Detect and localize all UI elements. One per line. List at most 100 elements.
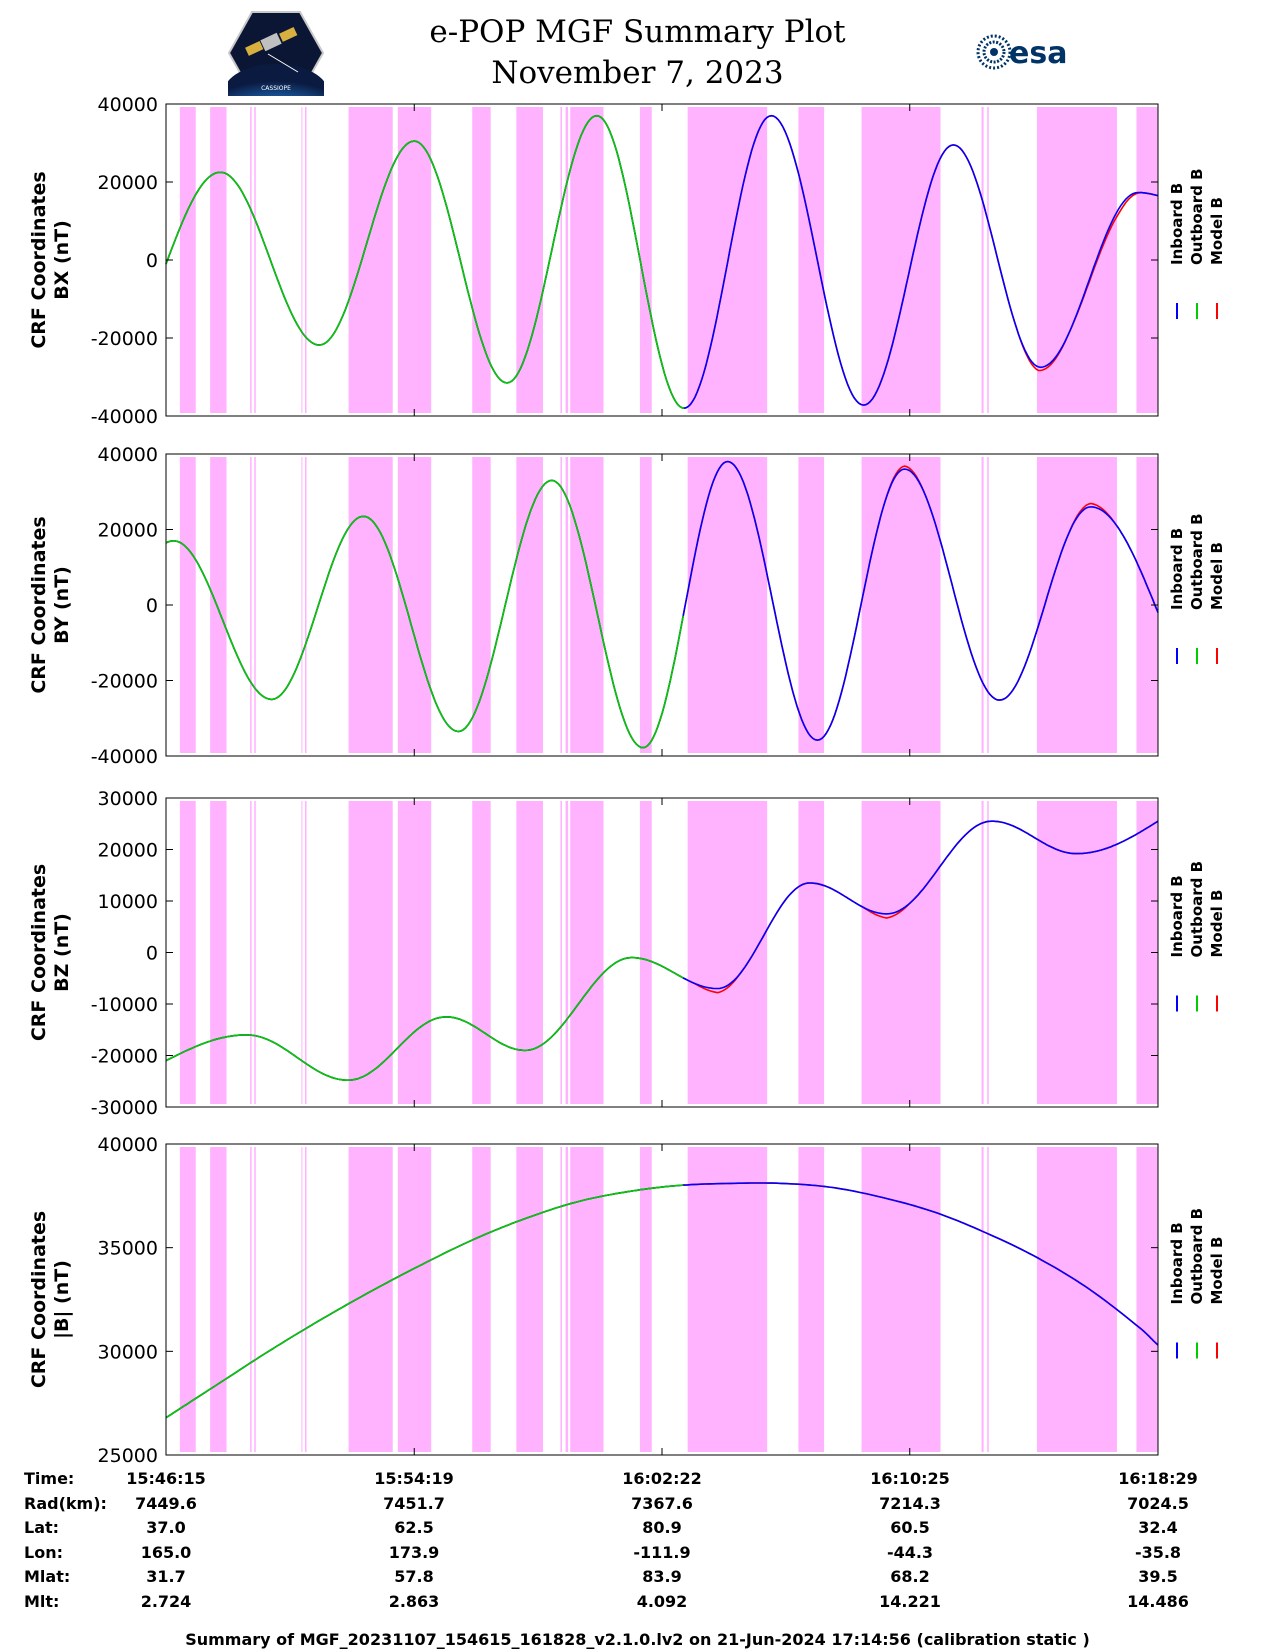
- y-axis-label-line: CRF Coordinates: [28, 864, 50, 1041]
- orbit-cell: 32.4: [1138, 1518, 1178, 1537]
- orbit-cell: 83.9: [642, 1567, 682, 1586]
- shaded-interval: [1136, 457, 1158, 753]
- shaded-interval: [861, 107, 941, 413]
- shaded-interval: [179, 801, 196, 1104]
- orbit-cell: 15:54:19: [374, 1469, 454, 1488]
- shaded-interval: [565, 107, 569, 413]
- orbit-cell: 16:02:22: [622, 1469, 702, 1488]
- outboard-b-line: [165, 1184, 684, 1419]
- y-tick-label: 40000: [98, 1134, 158, 1156]
- y-axis-label-line: BY (nT): [51, 566, 73, 644]
- shaded-interval: [687, 457, 768, 753]
- y-axis-label-line: |B| (nT): [51, 1260, 73, 1339]
- shaded-interval: [570, 457, 604, 753]
- shaded-interval: [254, 801, 256, 1104]
- orbit-row-label: Mlat:: [24, 1567, 71, 1586]
- legend-label: Inboard B: [1168, 528, 1186, 610]
- shaded-interval: [570, 1147, 604, 1452]
- shaded-interval: [639, 801, 652, 1104]
- orbit-row-label: Time:: [24, 1469, 75, 1488]
- legend-label: Inboard B: [1168, 1222, 1186, 1304]
- y-axis-label-line: CRF Coordinates: [28, 516, 50, 693]
- y-tick-label: 30000: [98, 788, 158, 810]
- shaded-interval: [348, 107, 393, 413]
- outboard-b-line: [165, 479, 684, 749]
- footer-summary: Summary of MGF_20231107_154615_161828_v2…: [185, 1630, 1090, 1649]
- legend-label: Model B: [1208, 197, 1226, 265]
- y-tick-label: -40000: [91, 746, 158, 768]
- y-tick-label: 20000: [98, 172, 158, 194]
- orbit-cell: 60.5: [890, 1518, 930, 1537]
- shaded-interval: [639, 457, 652, 753]
- orbit-cell: 14.221: [879, 1591, 941, 1611]
- shaded-interval: [560, 457, 562, 753]
- shaded-interval: [305, 801, 307, 1104]
- shaded-interval: [250, 107, 252, 413]
- shaded-interval: [1136, 107, 1158, 413]
- shaded-interval: [210, 107, 227, 413]
- orbit-cell: 39.5: [1138, 1567, 1178, 1586]
- shaded-interval: [560, 801, 562, 1104]
- shaded-interval: [861, 801, 941, 1104]
- shaded-interval: [987, 457, 989, 753]
- y-tick-label: 0: [146, 943, 158, 965]
- legend-label: Inboard B: [1168, 183, 1186, 265]
- y-tick-label: 10000: [98, 891, 158, 913]
- shaded-interval: [639, 107, 652, 413]
- model-b-line: [165, 460, 1159, 749]
- plot-frame: [165, 103, 1159, 417]
- y-axis-label-line: BX (nT): [51, 220, 73, 300]
- orbit-cell: 173.9: [388, 1542, 440, 1562]
- page-title: e-POP MGF Summary Plot: [429, 14, 846, 50]
- esa-logo: esa: [976, 34, 1067, 71]
- orbit-cell: 7024.5: [1127, 1493, 1189, 1513]
- legend-label: Model B: [1208, 542, 1226, 610]
- cassiope-logo-text: CASSIOPE: [261, 85, 291, 92]
- shaded-interval: [516, 107, 544, 413]
- shaded-interval: [254, 1147, 256, 1452]
- y-axis-label-line: CRF Coordinates: [28, 1211, 50, 1388]
- orbit-row-label: Lon:: [24, 1542, 63, 1562]
- shaded-interval: [987, 107, 989, 413]
- shaded-interval: [565, 1147, 569, 1452]
- shaded-interval: [687, 1147, 768, 1452]
- orbit-row-label: Mlt:: [24, 1591, 60, 1611]
- esa-logo-text: esa: [1009, 36, 1067, 71]
- shaded-interval: [981, 1147, 984, 1452]
- shaded-interval: [472, 457, 491, 753]
- orbit-cell: 31.7: [146, 1567, 186, 1586]
- y-axis-label: CRF CoordinatesBX (nT): [28, 171, 73, 348]
- shaded-interval: [861, 1147, 941, 1452]
- orbit-cell: 57.8: [394, 1567, 434, 1586]
- shaded-interval: [301, 107, 303, 413]
- plot-frame: [165, 453, 1159, 757]
- orbit-cell: -35.8: [1134, 1542, 1182, 1562]
- y-tick-label: -40000: [91, 406, 158, 428]
- plot-frame: [165, 797, 1159, 1108]
- orbit-row-label: Lat:: [24, 1518, 60, 1537]
- legend-label: Inboard B: [1168, 875, 1186, 957]
- y-tick-label: 20000: [98, 840, 158, 862]
- shaded-interval: [210, 801, 227, 1104]
- orbit-cell: -44.3: [886, 1542, 934, 1562]
- shaded-interval: [348, 457, 393, 753]
- y-tick-label: 40000: [98, 94, 158, 116]
- shaded-interval: [305, 107, 307, 413]
- orbit-cell: 37.0: [146, 1518, 186, 1537]
- shaded-interval: [570, 801, 604, 1104]
- orbit-cell: -111.9: [633, 1542, 691, 1562]
- shaded-interval: [305, 1147, 307, 1452]
- y-tick-label: 40000: [98, 444, 158, 466]
- shaded-interval: [1036, 457, 1117, 753]
- shaded-interval: [798, 801, 825, 1104]
- shaded-interval: [639, 1147, 652, 1452]
- orbit-cell: 15:46:15: [126, 1469, 206, 1488]
- orbit-cell: 16:18:29: [1118, 1469, 1198, 1488]
- outboard-b-line: [165, 956, 684, 1081]
- shaded-interval: [254, 107, 256, 413]
- y-axis-label-line: CRF Coordinates: [28, 171, 50, 348]
- shaded-interval: [565, 801, 569, 1104]
- shaded-interval: [516, 1147, 544, 1452]
- shaded-interval: [305, 457, 307, 753]
